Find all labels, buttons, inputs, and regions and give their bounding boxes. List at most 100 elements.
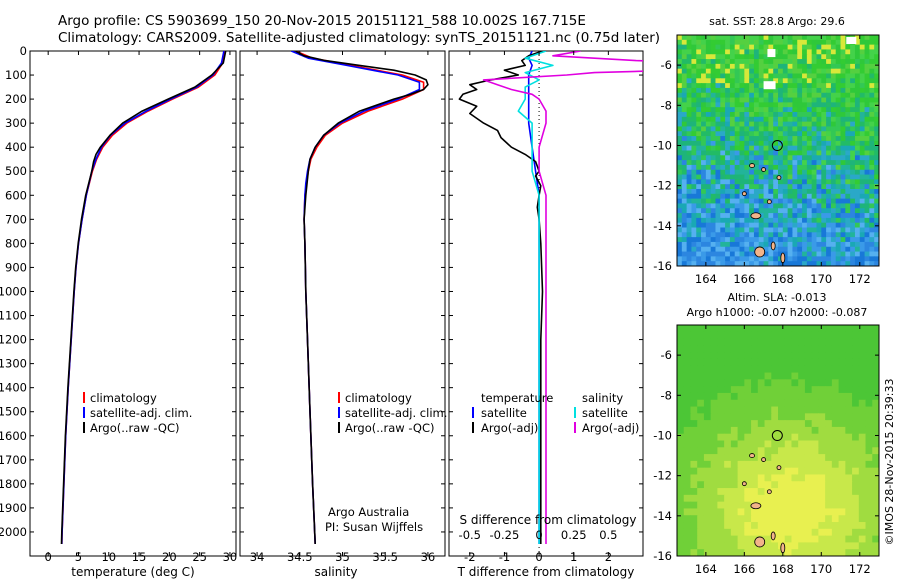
map-cell (784, 488, 793, 496)
map-cell (729, 237, 736, 243)
map-cell (749, 68, 755, 75)
map-cell (724, 420, 732, 428)
map-cell (874, 78, 879, 84)
map-cell (725, 251, 731, 257)
map-cell (869, 39, 875, 46)
map-cell (865, 420, 873, 428)
map-cell (724, 528, 732, 537)
map-cell (725, 116, 731, 123)
map-cell (710, 217, 717, 224)
map-cell (778, 345, 786, 353)
map-cell (825, 440, 833, 448)
map-cell (771, 454, 779, 462)
map-cell (864, 97, 870, 103)
map-cell (710, 549, 718, 556)
map-cell (835, 203, 842, 209)
map-cell (753, 261, 760, 266)
map-cell (874, 97, 879, 103)
map-cell (757, 460, 766, 469)
map-cell (782, 140, 789, 147)
map-cell (845, 174, 851, 180)
series-line-climatology (295, 51, 425, 545)
map-cell (798, 447, 806, 455)
map-cell (826, 251, 832, 257)
map-cell (784, 481, 793, 489)
map-cell (725, 237, 731, 243)
map-cell (758, 150, 765, 156)
map-cell (859, 193, 866, 200)
map-cell (845, 501, 853, 510)
map-cell (677, 392, 685, 401)
map-cell (840, 54, 846, 60)
map-cell (858, 447, 867, 455)
map-cell (835, 251, 842, 257)
map-cell (850, 179, 856, 185)
map-cell (691, 116, 697, 123)
map-cell (784, 352, 793, 360)
map-cell (840, 241, 846, 248)
map-cell (690, 345, 698, 353)
map-cell (854, 222, 861, 229)
map-cell (734, 203, 741, 209)
map-cell (763, 169, 769, 176)
map-cell (724, 413, 732, 421)
map-cell (872, 549, 879, 556)
map-cell (845, 338, 853, 346)
map-cell (840, 232, 846, 238)
map-cell (864, 83, 870, 89)
map-cell (845, 528, 853, 537)
map-cell (840, 35, 846, 41)
map-cell (798, 358, 806, 367)
map-cell (825, 406, 833, 414)
map-cell (821, 164, 827, 171)
map-cell (825, 331, 833, 340)
map-cell (869, 241, 875, 248)
map-cell (784, 474, 793, 482)
map-cell (691, 73, 697, 79)
map-cell (749, 246, 755, 253)
map-cell (791, 474, 799, 482)
map-cell (826, 102, 832, 108)
map-cell (782, 198, 789, 205)
map-cell (865, 528, 873, 537)
map-cell (792, 246, 798, 253)
map-cell (749, 44, 755, 51)
map-cell (696, 203, 702, 209)
map-cell (744, 150, 750, 156)
map-cell (787, 227, 794, 233)
map-cell (831, 549, 840, 556)
map-cell (830, 68, 837, 75)
map-cell (784, 460, 793, 469)
map-cell (729, 169, 736, 176)
map-cell (749, 63, 755, 70)
map-cell (725, 121, 731, 128)
map-cell (782, 112, 789, 118)
map-cell (792, 155, 798, 161)
map-cell (683, 426, 692, 435)
map-cell (744, 78, 750, 84)
map-cell (773, 44, 779, 51)
map-cell (724, 440, 732, 448)
map-cell (869, 78, 875, 84)
tdiff-tick-label: 0 (535, 550, 542, 564)
map-cell (724, 379, 732, 387)
map-cell (705, 227, 712, 233)
map-cell (701, 208, 707, 214)
map-cell (739, 203, 745, 209)
map-cell (798, 508, 806, 516)
map-cell (677, 379, 685, 387)
map-cell (751, 494, 759, 503)
map-cell (690, 522, 698, 530)
map-cell (701, 222, 707, 229)
map-cell (720, 126, 726, 132)
map-cell (758, 121, 765, 128)
map-cell (830, 126, 837, 132)
map-cell (787, 97, 794, 103)
map-cell (802, 107, 808, 113)
map-cell (763, 155, 769, 161)
map-cell (725, 232, 731, 238)
map-cell (850, 222, 856, 229)
map-cell (686, 155, 693, 161)
island-shape (750, 502, 762, 510)
map-cell (696, 140, 702, 147)
